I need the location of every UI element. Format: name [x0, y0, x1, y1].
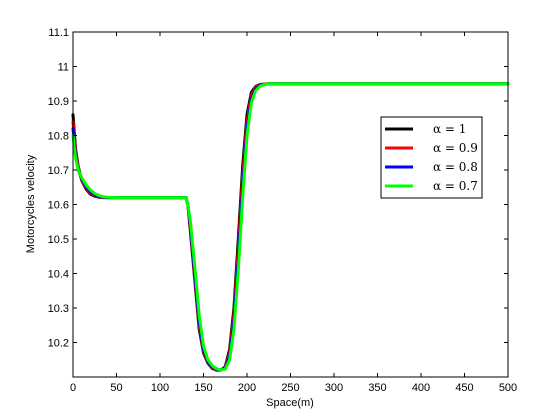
x-tick-label: 400 — [412, 382, 430, 394]
legend-label-4: α = 0.7 — [433, 179, 478, 193]
x-tick-label: 200 — [238, 382, 256, 394]
y-tick-label: 10.6 — [48, 200, 69, 212]
plot-area-background — [73, 32, 508, 377]
x-tick-label: 150 — [194, 382, 212, 394]
x-tick-label: 250 — [281, 382, 299, 394]
x-tick-label: 500 — [499, 382, 517, 394]
y-tick-label: 10.8 — [48, 131, 69, 143]
legend-label-3: α = 0.8 — [433, 160, 478, 174]
y-tick-label: 10.9 — [48, 96, 69, 108]
legend-label-2: α = 0.9 — [433, 141, 478, 155]
y-tick-label: 10.7 — [48, 165, 69, 177]
x-tick-label: 350 — [368, 382, 386, 394]
y-tick-label: 10.5 — [48, 234, 69, 246]
x-tick-label: 100 — [151, 382, 169, 394]
y-tick-label: 11.1 — [48, 27, 69, 39]
y-tick-label: 11 — [58, 62, 69, 74]
y-tick-label: 10.4 — [48, 269, 69, 281]
x-tick-label: 450 — [455, 382, 473, 394]
legend: α = 1 α = 0.9 α = 0.8 α = 0.7 — [380, 116, 483, 199]
y-axis-ticks: 10.2 10.3 10.4 10.5 10.6 10.7 10.8 10.9 11 11.1 — [48, 27, 508, 350]
x-axis-ticks: 0 50 100 150 200 250 300 350 400 450 500 — [70, 32, 517, 394]
series-layer — [71, 82, 510, 372]
y-axis-label: Motorcycles velocity — [25, 154, 37, 253]
series-line-4 — [71, 82, 510, 372]
x-axis-label: Space(m) — [266, 397, 314, 409]
x-tick-label: 50 — [110, 382, 122, 394]
x-tick-label: 300 — [325, 382, 343, 394]
legend-label-1: α = 1 — [433, 122, 466, 136]
x-tick-label: 0 — [70, 382, 76, 394]
y-tick-label: 10.2 — [48, 338, 69, 350]
y-tick-label: 10.3 — [48, 303, 69, 315]
